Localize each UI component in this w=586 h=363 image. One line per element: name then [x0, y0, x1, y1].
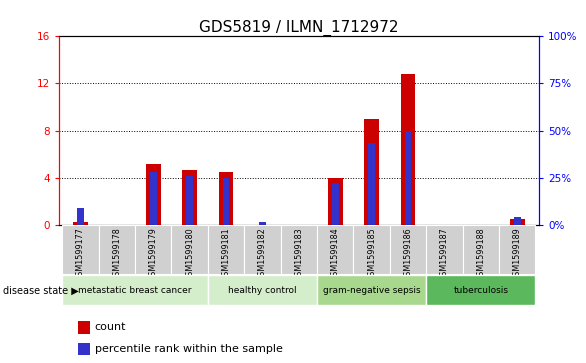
Bar — [219, 172, 233, 225]
Text: GSM1599180: GSM1599180 — [185, 227, 194, 281]
Text: GSM1599181: GSM1599181 — [222, 227, 230, 281]
Bar — [317, 225, 353, 274]
Bar — [390, 225, 426, 274]
Text: gram-negative sepsis: gram-negative sepsis — [323, 286, 421, 295]
Bar — [328, 178, 343, 225]
Bar — [135, 225, 172, 274]
Title: GDS5819 / ILMN_1712972: GDS5819 / ILMN_1712972 — [199, 20, 398, 36]
Bar — [98, 225, 135, 274]
Bar — [150, 172, 156, 225]
Bar — [499, 225, 536, 274]
Bar — [317, 276, 426, 305]
Text: GSM1599187: GSM1599187 — [440, 227, 449, 281]
Text: percentile rank within the sample: percentile rank within the sample — [95, 344, 282, 354]
Text: GSM1599188: GSM1599188 — [476, 227, 485, 281]
Bar — [281, 225, 317, 274]
Bar — [182, 170, 197, 225]
Bar — [405, 131, 411, 225]
Bar — [369, 143, 375, 225]
Bar — [332, 183, 339, 225]
Bar — [172, 225, 208, 274]
Bar — [353, 225, 390, 274]
Bar — [364, 119, 379, 225]
Bar — [62, 276, 208, 305]
Text: count: count — [95, 322, 126, 332]
Bar — [186, 176, 193, 225]
Bar — [463, 225, 499, 274]
Bar — [244, 225, 281, 274]
Text: GSM1599189: GSM1599189 — [513, 227, 522, 281]
Bar — [208, 276, 317, 305]
Bar — [73, 221, 88, 225]
Bar — [62, 225, 98, 274]
Bar — [426, 225, 463, 274]
Text: disease state ▶: disease state ▶ — [3, 285, 79, 295]
Bar — [401, 74, 415, 225]
Text: tuberculosis: tuberculosis — [454, 286, 509, 295]
Text: GSM1599185: GSM1599185 — [367, 227, 376, 281]
Bar — [208, 225, 244, 274]
Bar — [259, 222, 265, 225]
Text: GSM1599182: GSM1599182 — [258, 227, 267, 281]
Text: GSM1599183: GSM1599183 — [294, 227, 304, 281]
Text: GSM1599186: GSM1599186 — [404, 227, 413, 281]
Bar — [426, 276, 536, 305]
Text: GSM1599184: GSM1599184 — [331, 227, 340, 281]
Text: GSM1599179: GSM1599179 — [149, 227, 158, 281]
Text: metastatic breast cancer: metastatic breast cancer — [79, 286, 192, 295]
Bar — [510, 219, 524, 225]
Bar — [223, 178, 229, 225]
Bar — [146, 164, 161, 225]
Text: GSM1599177: GSM1599177 — [76, 227, 85, 281]
Bar — [514, 217, 520, 225]
Bar — [78, 321, 90, 334]
Text: GSM1599178: GSM1599178 — [113, 227, 121, 281]
Bar — [78, 343, 90, 355]
Bar — [77, 208, 84, 225]
Text: healthy control: healthy control — [228, 286, 297, 295]
